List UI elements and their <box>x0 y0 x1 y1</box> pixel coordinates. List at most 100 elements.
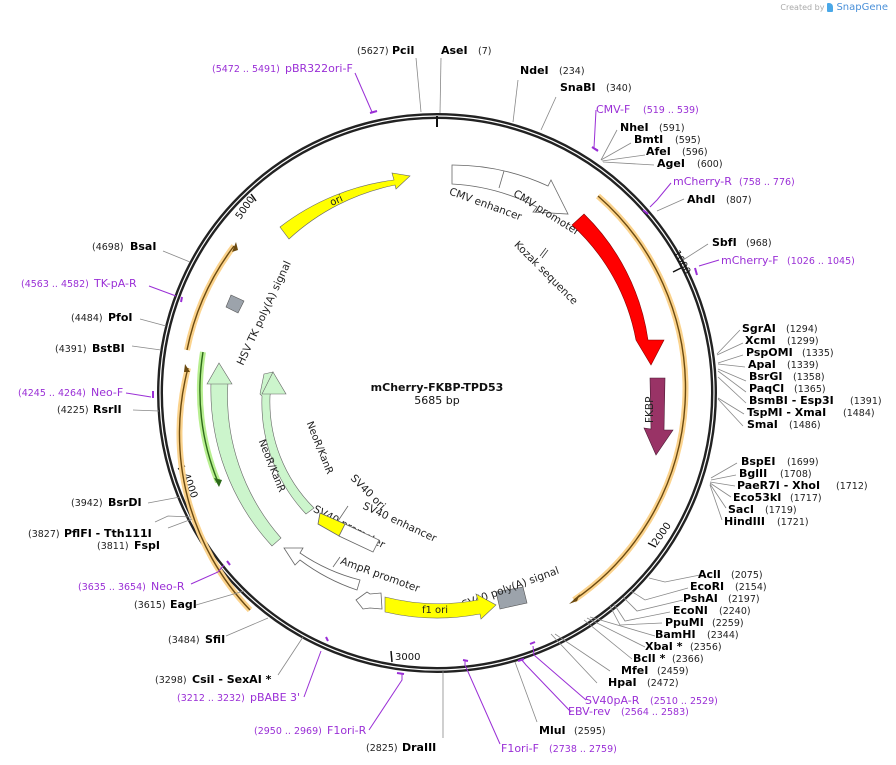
enzyme-bmti[interactable]: BmtI <box>634 133 663 146</box>
enzyme-fspi[interactable]: FspI <box>134 539 160 552</box>
enzyme-asei[interactable]: AseI <box>441 44 468 57</box>
snapgene-logo-icon <box>827 3 834 12</box>
enzyme-pos: (2366) <box>672 654 704 665</box>
enzyme-pos: (1721) <box>777 517 809 528</box>
enzyme-bsrgi[interactable]: BsrGI <box>749 370 782 383</box>
enzyme-ecori[interactable]: EcoRI <box>690 580 724 593</box>
enzyme-bglii[interactable]: BglII <box>739 467 767 480</box>
credit-brand: SnapGene <box>836 2 888 13</box>
enzyme-ppumi[interactable]: PpuMI <box>665 616 704 629</box>
enzyme-bsrdi[interactable]: BsrDI <box>108 496 142 509</box>
primer-range: (2564 .. 2583) <box>621 707 689 718</box>
enzyme-smai[interactable]: SmaI <box>747 418 778 431</box>
enzyme-pos: (5627) <box>357 46 389 57</box>
enzyme-pos: (591) <box>659 123 685 134</box>
primer-pbabe-3[interactable]: pBABE 3' <box>250 691 300 704</box>
plasmid-length: 5685 bp <box>414 394 459 407</box>
feature-sv40-promoter[interactable] <box>283 547 361 591</box>
enzyme-pos: (600) <box>697 159 723 170</box>
primer-mcherry-f[interactable]: mCherry-F <box>721 254 779 267</box>
feature-neor-kanr-outer[interactable] <box>206 362 233 385</box>
primer-cmv-f[interactable]: CMV-F <box>596 103 630 116</box>
enzyme-pos: (2825) <box>366 743 398 754</box>
enzyme-eagi[interactable]: EagI <box>170 598 197 611</box>
orf-arcs <box>176 193 689 613</box>
enzyme-pos: (1299) <box>787 336 819 347</box>
feature-sv40-ori[interactable] <box>317 512 346 537</box>
enzyme-saci[interactable]: SacI <box>728 503 754 516</box>
enzyme-snabi[interactable]: SnaBI <box>560 81 596 94</box>
enzyme-pfoi[interactable]: PfoI <box>108 311 133 324</box>
enzyme-apai[interactable]: ApaI <box>748 358 776 371</box>
primer-leaders <box>125 72 720 745</box>
enzyme-leaders <box>131 57 747 738</box>
primer-tk-pa-r[interactable]: TK-pA-R <box>93 277 137 290</box>
enzyme-agei[interactable]: AgeI <box>657 157 685 170</box>
enzyme-afei[interactable]: AfeI <box>646 145 671 158</box>
enzyme-econi[interactable]: EcoNI <box>673 604 708 617</box>
enzyme-pshai[interactable]: PshAI <box>683 592 718 605</box>
feature-cmv-promoter[interactable] <box>451 164 569 215</box>
enzyme-paqci[interactable]: PaqCI <box>749 382 784 395</box>
enzyme-pos: (807) <box>726 195 752 206</box>
enzyme-sgrai[interactable]: SgrAI <box>742 322 776 335</box>
enzyme-hindiii[interactable]: HindIII <box>724 515 765 528</box>
enzyme-bcli[interactable]: BclI * <box>633 652 666 665</box>
feature-ampr-promoter[interactable] <box>355 591 383 610</box>
enzyme-csii-sexai[interactable]: CsiI - SexAI * <box>192 673 272 686</box>
enzyme-sfii[interactable]: SfiI <box>205 633 225 646</box>
primer-ebv-rev[interactable]: EBV-rev <box>568 705 611 718</box>
enzyme-pos: (596) <box>682 147 708 158</box>
enzyme-xbai[interactable]: XbaI * <box>645 640 683 653</box>
enzyme-pos: (2595) <box>574 726 606 737</box>
enzyme-pos: (7) <box>478 46 491 57</box>
primer-pbr322ori-f[interactable]: pBR322ori-F <box>285 62 353 75</box>
feature-f1-ori[interactable] <box>384 593 497 620</box>
feature-fkbp[interactable] <box>643 377 674 456</box>
enzyme-eco53ki[interactable]: Eco53kI <box>733 491 781 504</box>
enzyme-pos: (1294) <box>786 324 818 335</box>
enzyme-sbfi[interactable]: SbfI <box>712 236 737 249</box>
enzyme-ahdi[interactable]: AhdI <box>687 193 715 206</box>
enzyme-pspomi[interactable]: PspOMI <box>746 346 793 359</box>
enzyme-pos: (3484) <box>168 635 200 646</box>
primer-f1ori-f[interactable]: F1ori-F <box>501 742 539 755</box>
primer-range: (519 .. 539) <box>643 105 699 116</box>
enzyme-nhei[interactable]: NheI <box>620 121 649 134</box>
primer-mcherry-r[interactable]: mCherry-R <box>673 175 732 188</box>
primer-f1ori-r[interactable]: F1ori-R <box>327 724 367 737</box>
enzyme-xcmi[interactable]: XcmI <box>745 334 776 347</box>
enzyme-bsai[interactable]: BsaI <box>130 240 156 253</box>
enzyme-tspmi-xmai[interactable]: TspMI - XmaI <box>747 406 826 419</box>
enzyme-bstbi[interactable]: BstBI <box>92 342 125 355</box>
enzyme-draiii[interactable]: DraIII <box>402 741 436 754</box>
enzyme-ndei[interactable]: NdeI <box>520 64 549 77</box>
enzyme-rsrii[interactable]: RsrII <box>93 403 122 416</box>
credit-prefix: Created by <box>780 3 825 12</box>
feature-hsv-tk-polya[interactable] <box>225 294 245 314</box>
enzyme-pos: (4484) <box>71 313 103 324</box>
feature-sv40-polya[interactable] <box>495 586 528 610</box>
enzyme-pflfi-tth111i[interactable]: PflFI - Tth111I <box>64 527 152 540</box>
enzyme-pos: (2197) <box>728 594 760 605</box>
enzyme-pcii[interactable]: PciI <box>392 44 414 57</box>
enzyme-bspei[interactable]: BspEI <box>741 455 775 468</box>
enzyme-bamhi[interactable]: BamHI <box>655 628 696 641</box>
primer-sv40pa-r[interactable]: SV40pA-R <box>585 694 640 707</box>
enzyme-pos: (2154) <box>735 582 767 593</box>
enzyme-mfei[interactable]: MfeI <box>621 664 648 677</box>
label-fkbp: FKBP <box>644 397 656 423</box>
enzyme-pos: (2472) <box>647 678 679 689</box>
snapgene-credit: Created by SnapGene <box>780 2 888 13</box>
enzyme-acli[interactable]: AclI <box>698 568 721 581</box>
enzyme-bsmbi-esp3i[interactable]: BsmBI - Esp3I <box>749 394 834 407</box>
primer-neo-r[interactable]: Neo-R <box>151 580 185 593</box>
feature-neor-kanr-inner[interactable] <box>261 371 287 395</box>
enzyme-paer7i-xhoi[interactable]: PaeR7I - XhoI <box>737 479 820 492</box>
enzyme-mlui[interactable]: MluI <box>539 724 566 737</box>
primer-neo-f[interactable]: Neo-F <box>91 386 123 399</box>
enzyme-hpai[interactable]: HpaI <box>608 676 637 689</box>
feature-mcherry[interactable] <box>571 213 665 366</box>
feature-ori[interactable] <box>279 172 411 240</box>
